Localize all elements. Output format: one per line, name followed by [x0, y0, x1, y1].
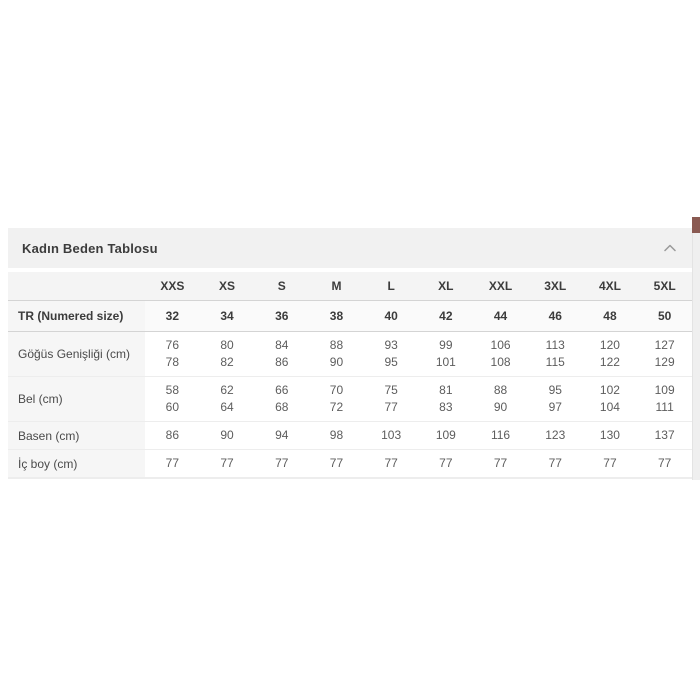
size-value-cell: 76 78 — [165, 338, 180, 369]
size-header-cell: XL — [438, 279, 454, 293]
size-value-cell: 93 95 — [384, 338, 398, 369]
size-header-cell: L — [387, 279, 395, 293]
size-value-cell: 44 — [473, 301, 528, 331]
row-label: İç boy (cm) — [8, 450, 145, 477]
scrollbar-track[interactable] — [692, 225, 700, 480]
size-value-cell: 106 108 — [490, 338, 511, 369]
size-value-cell: 81 83 — [439, 383, 453, 414]
row-label: TR (Numered size) — [8, 301, 145, 331]
size-value-cell: 95 97 — [548, 383, 562, 414]
size-value-cell: 77 — [384, 456, 398, 470]
size-chart-section-header[interactable]: Kadın Beden Tablosu — [8, 228, 692, 268]
size-value-cell: 98 — [329, 428, 344, 442]
size-value-cell: 77 — [657, 456, 672, 470]
size-value-cell: 88 90 — [493, 383, 508, 414]
row-label: Bel (cm) — [8, 377, 145, 421]
size-value-cell: 66 68 — [275, 383, 289, 414]
size-value-cell: 46 — [527, 301, 583, 331]
size-value-cell: 77 — [439, 456, 453, 470]
size-value-cell: 75 77 — [384, 383, 398, 414]
size-value-cell: 109 — [435, 428, 456, 442]
row-label: Göğüs Genişliği (cm) — [8, 332, 145, 376]
size-value-cell: 36 — [254, 301, 310, 331]
size-header-cell: 3XL — [544, 279, 567, 293]
size-value-cell: 77 — [165, 456, 180, 470]
size-header-cell: M — [331, 279, 342, 293]
size-value-cell: 80 82 — [220, 338, 234, 369]
size-value-cell: 86 — [165, 428, 180, 442]
size-value-cell: 42 — [418, 301, 474, 331]
size-value-cell: 62 64 — [220, 383, 234, 414]
size-value-cell: 38 — [309, 301, 364, 331]
size-header-cell: 5XL — [653, 279, 676, 293]
size-value-cell: 120 122 — [599, 338, 620, 369]
size-value-cell: 130 — [599, 428, 620, 442]
size-header-cell: XS — [219, 279, 236, 293]
size-header-cell: XXL — [488, 279, 513, 293]
size-value-cell: 58 60 — [165, 383, 180, 414]
size-value-cell: 90 — [220, 428, 234, 442]
table-row: Bel (cm) 58 60 62 64 66 68 70 72 75 77 81 83 88 90 95 97… — [8, 377, 692, 422]
table-row: Göğüs Genişliği (cm) 76 78 80 82 84 86 88 90 93 95… — [8, 332, 692, 377]
section-title: Kadın Beden Tablosu — [22, 240, 158, 256]
table-header-row: XXS XS S M L XL XXL 3XL 4XL 5XL — [8, 272, 692, 301]
size-value-cell: 88 90 — [329, 338, 344, 369]
size-value-cell: 77 — [275, 456, 289, 470]
chevron-up-icon[interactable] — [662, 240, 678, 256]
size-table: XXS XS S M L XL XXL 3XL 4XL 5XL TR (Numered size)… — [8, 272, 692, 479]
size-value-cell: 102 104 — [599, 383, 620, 414]
table-body: TR (Numered size) 32 34 36 38 40 42 44 46 48 50 Göğ… — [8, 301, 692, 478]
table-row: TR (Numered size) 32 34 36 38 40 42 44 46 48 50 — [8, 301, 692, 332]
table-row: Basen (cm) 86 90 94 98 103 109 116 123 130 137 — [8, 422, 692, 450]
size-value-cell: 137 — [654, 428, 675, 442]
size-value-cell: 77 — [220, 456, 234, 470]
size-header-cell: XXS — [160, 279, 185, 293]
size-value-cell: 113 115 — [545, 338, 565, 369]
size-value-cell: 34 — [199, 301, 255, 331]
table-row: İç boy (cm) 77 77 77 77 77 77 77 77 77 77 — [8, 450, 692, 478]
scrollbar-thumb[interactable] — [692, 217, 700, 233]
size-value-cell: 109 111 — [654, 383, 675, 414]
size-chart-section: Kadın Beden Tablosu XXS XS S M L XL XXL 3XL 4XL 5… — [8, 228, 692, 479]
size-value-cell: 40 — [363, 301, 419, 331]
size-value-cell: 70 72 — [329, 383, 344, 414]
size-value-cell: 50 — [637, 301, 692, 331]
size-header-cell: 4XL — [598, 279, 621, 293]
size-value-cell: 127 129 — [654, 338, 675, 369]
size-header-cell: S — [277, 279, 286, 293]
size-value-cell: 103 — [381, 428, 402, 442]
size-value-cell: 77 — [603, 456, 617, 470]
row-label: Basen (cm) — [8, 422, 145, 449]
size-value-cell: 77 — [548, 456, 562, 470]
size-value-cell: 123 — [545, 428, 566, 442]
size-value-cell: 94 — [275, 428, 289, 442]
size-value-cell: 48 — [582, 301, 638, 331]
table-corner-cell — [8, 272, 145, 300]
size-value-cell: 84 86 — [275, 338, 289, 369]
size-value-cell: 77 — [329, 456, 344, 470]
size-value-cell: 77 — [493, 456, 508, 470]
size-value-cell: 32 — [145, 301, 200, 331]
size-value-cell: 116 — [490, 428, 511, 442]
size-value-cell: 99 101 — [435, 338, 456, 369]
